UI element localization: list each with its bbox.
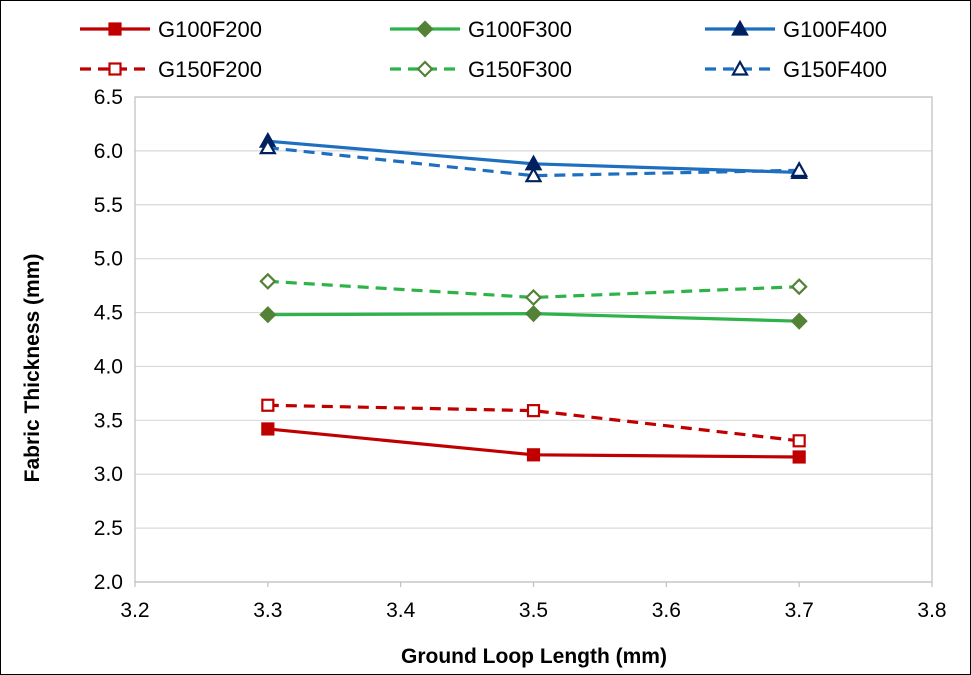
data-point (259, 272, 277, 290)
legend-item: G100F300 (390, 17, 572, 42)
x-tick-label: 3.3 (253, 599, 282, 622)
data-point (790, 312, 808, 330)
series-g100f200 (261, 422, 806, 464)
legend-label: G100F400 (783, 17, 887, 42)
y-axis-title: Fabric Thickness (mm) (21, 254, 44, 483)
legend-label: G150F200 (158, 57, 262, 82)
legend-swatch-marker (416, 20, 434, 38)
x-tick-label: 3.8 (917, 599, 946, 622)
series-g150f400 (258, 138, 809, 183)
data-point (792, 450, 806, 464)
legend-swatch-marker (416, 60, 434, 78)
legend-label: G150F300 (468, 57, 572, 82)
x-tick-label: 3.6 (652, 599, 681, 622)
legend-swatch-marker (731, 59, 749, 76)
x-tick-label: 3.5 (519, 599, 548, 622)
data-point (792, 434, 806, 448)
data-point (261, 422, 275, 436)
x-tick-label: 3.2 (120, 599, 149, 622)
x-tick-label: 3.7 (785, 599, 814, 622)
legend-label: G100F300 (468, 17, 572, 42)
data-point (790, 278, 808, 296)
x-axis-title: Ground Loop Length (mm) (401, 645, 667, 668)
data-point (524, 305, 543, 323)
axes: 2.0 2.5 3.0 3.5 4.0 4.5 5.0 5.5 6.0 6.5 3.2 3.3 3.4 3… (94, 86, 947, 622)
series-g150f300 (259, 272, 808, 307)
series-g150f200 (261, 398, 806, 448)
y-tick-label: 5.0 (94, 248, 123, 271)
legend-item: G100F400 (705, 17, 887, 42)
data-point (790, 161, 809, 177)
data-point (526, 404, 541, 418)
y-tick-label: 6.5 (94, 86, 123, 109)
legend-item: G150F300 (390, 57, 572, 82)
legend: G100F200 G100F300 G100F400 G150F200 G150F300… (80, 17, 887, 82)
legend-swatch-marker (108, 62, 122, 76)
legend-item: G150F400 (705, 57, 887, 82)
y-tick-label: 5.5 (94, 194, 123, 217)
legend-label: G150F400 (783, 57, 887, 82)
data-point (258, 138, 277, 155)
legend-swatch-marker (731, 19, 749, 36)
x-tick-label: 3.4 (386, 599, 416, 622)
data-point (259, 306, 277, 324)
y-tick-label: 3.0 (94, 463, 123, 486)
legend-label: G100F200 (158, 17, 262, 42)
series-layer (258, 131, 809, 464)
data-point (524, 166, 543, 183)
data-point (526, 448, 541, 462)
data-point (261, 398, 275, 412)
y-tick-label: 3.5 (94, 409, 123, 432)
legend-item: G100F200 (80, 17, 262, 42)
legend-item: G150F200 (80, 57, 262, 82)
y-tick-label: 2.0 (94, 571, 123, 594)
legend-swatch-marker (108, 22, 122, 36)
series-g100f300 (259, 305, 808, 330)
y-tick-label: 2.5 (94, 517, 123, 540)
y-tick-label: 6.0 (94, 140, 123, 163)
data-point (524, 288, 543, 307)
y-tick-label: 4.0 (94, 355, 123, 378)
y-tick-label: 4.5 (94, 302, 123, 325)
